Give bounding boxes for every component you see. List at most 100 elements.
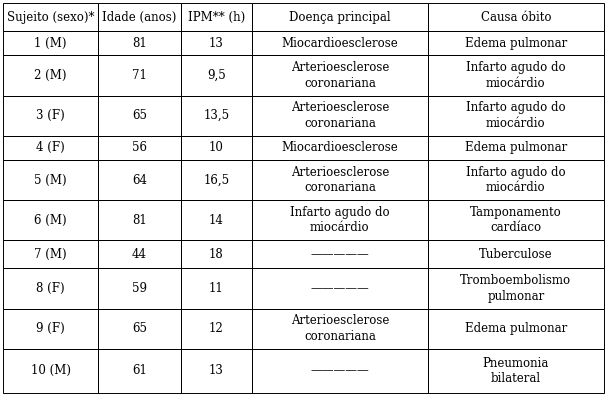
Text: Edema pulmonar: Edema pulmonar — [465, 141, 567, 154]
Text: Infarto agudo do
miocárdio: Infarto agudo do miocárdio — [466, 102, 566, 130]
Bar — [3, 308, 98, 349]
Text: 1 (M): 1 (M) — [34, 37, 67, 50]
Bar — [98, 31, 181, 55]
Bar — [98, 269, 181, 308]
Text: 59: 59 — [132, 282, 147, 295]
Bar — [3, 349, 98, 393]
Bar — [98, 349, 181, 393]
Bar — [98, 96, 181, 136]
Text: Doença principal: Doença principal — [289, 11, 391, 24]
Text: 10 (M): 10 (M) — [30, 365, 70, 377]
Bar — [181, 160, 252, 200]
Text: Arterioesclerose
coronariana: Arterioesclerose coronariana — [291, 314, 389, 343]
Bar — [181, 349, 252, 393]
Bar — [428, 200, 604, 240]
Bar — [3, 136, 98, 160]
Text: —————: ————— — [311, 282, 369, 295]
Bar — [3, 31, 98, 55]
Bar — [3, 269, 98, 308]
Bar — [252, 96, 428, 136]
Bar — [98, 136, 181, 160]
Bar — [252, 240, 428, 269]
Bar — [3, 96, 98, 136]
Text: Edema pulmonar: Edema pulmonar — [465, 37, 567, 50]
Text: 6 (M): 6 (M) — [34, 214, 67, 227]
Text: 14: 14 — [209, 214, 224, 227]
Bar — [252, 55, 428, 96]
Text: 9 (F): 9 (F) — [36, 322, 65, 335]
Text: 3 (F): 3 (F) — [36, 109, 65, 122]
Text: IPM** (h): IPM** (h) — [188, 11, 245, 24]
Text: 10: 10 — [209, 141, 224, 154]
Text: Arterioesclerose
coronariana: Arterioesclerose coronariana — [291, 61, 389, 90]
Text: Arterioesclerose
coronariana: Arterioesclerose coronariana — [291, 102, 389, 130]
Text: 5 (M): 5 (M) — [34, 173, 67, 186]
Bar — [428, 55, 604, 96]
Bar — [252, 200, 428, 240]
Bar — [428, 349, 604, 393]
Bar — [181, 3, 252, 31]
Text: Edema pulmonar: Edema pulmonar — [465, 322, 567, 335]
Bar — [428, 240, 604, 269]
Text: Tamponamento
cardíaco: Tamponamento cardíaco — [470, 206, 562, 235]
Text: —————: ————— — [311, 248, 369, 261]
Text: 61: 61 — [132, 365, 147, 377]
Bar — [252, 136, 428, 160]
Text: Idade (anos): Idade (anos) — [102, 11, 177, 24]
Bar — [181, 269, 252, 308]
Bar — [181, 240, 252, 269]
Bar — [428, 160, 604, 200]
Text: Tromboembolismo
pulmonar: Tromboembolismo pulmonar — [460, 274, 572, 303]
Text: Tuberculose: Tuberculose — [479, 248, 553, 261]
Bar — [98, 240, 181, 269]
Text: 81: 81 — [132, 214, 147, 227]
Bar — [428, 269, 604, 308]
Text: 9,5: 9,5 — [207, 69, 226, 82]
Text: 11: 11 — [209, 282, 224, 295]
Text: Arterioesclerose
coronariana: Arterioesclerose coronariana — [291, 166, 389, 194]
Bar — [181, 308, 252, 349]
Bar — [3, 200, 98, 240]
Text: 4 (F): 4 (F) — [36, 141, 65, 154]
Text: Sujeito (sexo)*: Sujeito (sexo)* — [7, 11, 94, 24]
Text: 56: 56 — [132, 141, 147, 154]
Text: 44: 44 — [132, 248, 147, 261]
Bar — [181, 31, 252, 55]
Text: 12: 12 — [209, 322, 224, 335]
Bar — [181, 200, 252, 240]
Bar — [252, 269, 428, 308]
Bar — [252, 160, 428, 200]
Bar — [98, 55, 181, 96]
Bar — [181, 96, 252, 136]
Text: Infarto agudo do
miocárdio: Infarto agudo do miocárdio — [290, 206, 390, 235]
Bar — [3, 55, 98, 96]
Bar — [252, 308, 428, 349]
Bar — [428, 96, 604, 136]
Text: Miocardioesclerose: Miocardioesclerose — [282, 141, 398, 154]
Bar — [98, 308, 181, 349]
Text: —————: ————— — [311, 365, 369, 377]
Bar — [428, 308, 604, 349]
Bar — [181, 136, 252, 160]
Bar — [3, 240, 98, 269]
Text: 65: 65 — [132, 322, 147, 335]
Bar — [98, 3, 181, 31]
Text: 13: 13 — [209, 37, 224, 50]
Text: Pneumonia
bilateral: Pneumonia bilateral — [483, 357, 549, 385]
Bar — [3, 160, 98, 200]
Text: 71: 71 — [132, 69, 147, 82]
Bar — [98, 200, 181, 240]
Bar — [428, 31, 604, 55]
Text: 81: 81 — [132, 37, 147, 50]
Bar — [3, 3, 98, 31]
Text: 13: 13 — [209, 365, 224, 377]
Text: Infarto agudo do
miocárdio: Infarto agudo do miocárdio — [466, 166, 566, 194]
Bar — [98, 160, 181, 200]
Text: 13,5: 13,5 — [203, 109, 229, 122]
Bar — [428, 136, 604, 160]
Text: 18: 18 — [209, 248, 224, 261]
Bar — [252, 3, 428, 31]
Bar — [428, 3, 604, 31]
Bar — [252, 349, 428, 393]
Text: 64: 64 — [132, 173, 147, 186]
